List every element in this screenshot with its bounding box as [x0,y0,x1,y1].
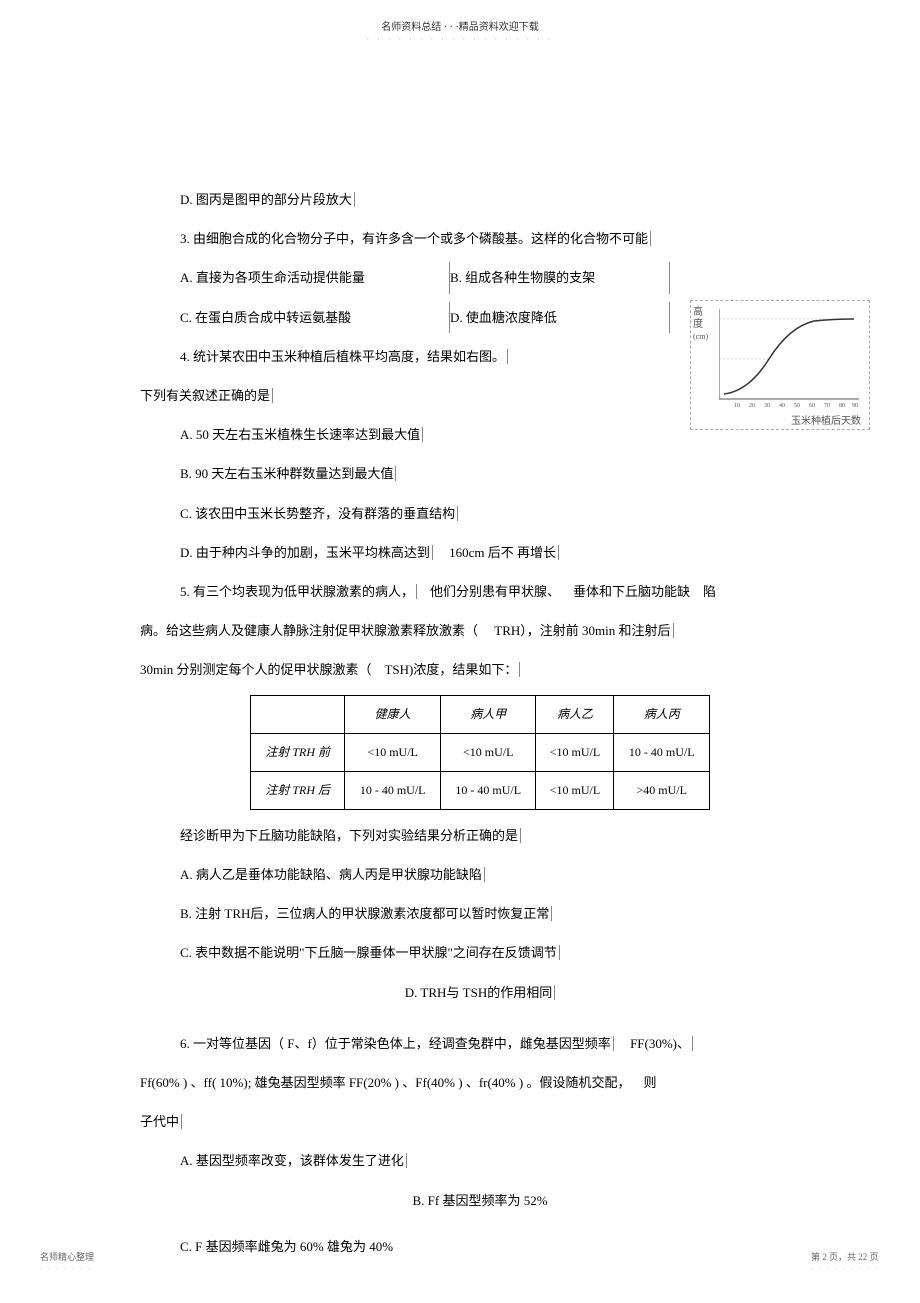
option-d-q2: D. 图丙是图甲的部分片段放大 [180,184,780,215]
q6-stem-3: 子代中 [140,1106,780,1137]
svg-text:20: 20 [749,403,755,409]
table-cell: 病人甲 [440,696,536,734]
y-axis-label: 高 度 (cm) [693,307,708,343]
data-table: 健康人 病人甲 病人乙 病人丙 注射 TRH 前 <10 mU/L <10 mU… [250,695,710,809]
table-cell: 10 - 40 mU/L [345,772,441,810]
x-axis-label: 玉米种植后天数 [791,412,861,427]
table-cell: 注射 TRH 后 [251,772,345,810]
table-cell: <10 mU/L [536,772,614,810]
table-cell: <10 mU/L [536,734,614,772]
page-header: 名师资料总结 · · ·精品资料欢迎下载 [0,0,920,33]
q3-options-ab: A. 直接为各项生命活动提供能量 B. 组成各种生物膜的支架 [180,262,780,293]
table-row: 注射 TRH 后 10 - 40 mU/L 10 - 40 mU/L <10 m… [251,772,710,810]
header-dots: · · · · · · · · · · · · · · · · · · [0,35,920,44]
growth-chart: 高 度 (cm) 160 80 40 10 20 30 40 50 60 70 … [690,300,870,430]
q6-option-b: B. Ff 基因型频率为 52% [180,1185,780,1216]
table-cell: 10 - 40 mU/L [614,734,710,772]
table-cell: 注射 TRH 前 [251,734,345,772]
q6-stem-2: Ff(60% ) 、ff( 10%); 雄兔基因型频率 FF(20% ) 、Ff… [140,1067,780,1098]
q5-option-b: B. 注射 TRH后，三位病人的甲状腺激素浓度都可以暂时恢复正常 [180,898,780,929]
table-row: 注射 TRH 前 <10 mU/L <10 mU/L <10 mU/L 10 -… [251,734,710,772]
q5-analysis: 经诊断甲为下丘脑功能缺陷，下列对实验结果分析正确的是 [180,820,780,851]
table-cell: <10 mU/L [440,734,536,772]
q5-option-a: A. 病人乙是垂体功能缺陷、病人丙是甲状腺功能缺陷 [180,859,780,890]
footer-left: 名师精心整理 · · · · · · · [40,1250,94,1273]
footer-right: 第 2 页，共 22 页 · · · · · · · · · [811,1250,880,1273]
table-cell: 病人乙 [536,696,614,734]
table-cell: 10 - 40 mU/L [440,772,536,810]
question-3: 3. 由细胞合成的化合物分子中，有许多含一个或多个磷酸基。这样的化合物不可能 [180,223,780,254]
q6-option-c: C. F 基因频率雌兔为 60% 雄兔为 40% [180,1231,780,1262]
question-5: 5. 有三个均表现为低甲状腺激素的病人， 他们分别患有甲状腺、 垂体和下丘脑功能… [180,576,780,607]
q4-option-d: D. 由于种内斗争的加剧，玉米平均株高达到 160cm 后不 再增长 [180,537,780,568]
header-text: 名师资料总结 · · ·精品资料欢迎下载 [381,22,539,33]
table-cell: <10 mU/L [345,734,441,772]
chart-svg: 160 80 40 10 20 30 40 50 60 70 80 90 [719,309,864,409]
svg-text:60: 60 [809,403,815,409]
q4-option-c: C. 该农田中玉米长势整齐，没有群落的垂直结构 [180,498,780,529]
question-6: 6. 一对等位基因（ F、f）位于常染色体上，经调查兔群中，雌兔基因型频率 FF… [180,1028,780,1059]
q5-stem-3: 30min 分别测定每个人的促甲状腺激素（ TSH)浓度，结果如下： [140,654,780,685]
svg-text:90: 90 [852,403,858,409]
q6-option-a: A. 基因型频率改变，该群体发生了进化 [180,1145,780,1176]
document-content: D. 图丙是图甲的部分片段放大 3. 由细胞合成的化合物分子中，有许多含一个或多… [0,44,920,1262]
svg-text:70: 70 [824,403,830,409]
table-cell: 健康人 [345,696,441,734]
svg-text:50: 50 [794,403,800,409]
q5-option-d: D. TRH与 TSH的作用相同 [180,977,780,1008]
svg-text:10: 10 [734,403,740,409]
table-cell [251,696,345,734]
table-header-row: 健康人 病人甲 病人乙 病人丙 [251,696,710,734]
svg-text:30: 30 [764,403,770,409]
q4-option-b: B. 90 天左右玉米种群数量达到最大值 [180,458,780,489]
q5-option-c: C. 表中数据不能说明"下丘脑一腺垂体一甲状腺"之间存在反馈调节 [180,937,780,968]
svg-text:80: 80 [839,403,845,409]
svg-text:40: 40 [779,403,785,409]
q4-stem: 下列有关叙述正确的是 [140,380,780,411]
table-cell: >40 mU/L [614,772,710,810]
table-cell: 病人丙 [614,696,710,734]
q5-stem-2: 病。给这些病人及健康人静脉注射促甲状腺激素释放激素（ TRH），注射前 30mi… [140,615,780,646]
